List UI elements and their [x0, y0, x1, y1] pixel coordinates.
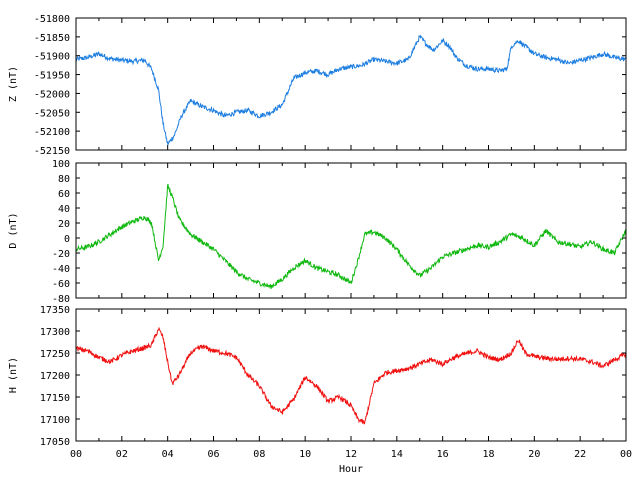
- x-tick-label: 02: [116, 449, 128, 460]
- y-tick-label: 17150: [40, 393, 70, 404]
- y-tick-label: 17300: [40, 327, 70, 338]
- x-tick-label: 22: [574, 449, 586, 460]
- series-line-h: [75, 326, 627, 425]
- y-tick-label: 80: [58, 174, 70, 185]
- y-tick-label: -52000: [34, 89, 70, 100]
- plot-frame: [75, 17, 627, 151]
- y-tick-label: -80: [52, 294, 70, 305]
- y-tick-label: 17200: [40, 371, 70, 382]
- panel-z: -51800 -51850 -51900 -51950 -52000 -52050 -521…: [8, 14, 627, 157]
- y-tick-label: -52050: [34, 108, 70, 119]
- y-tick-label: 17350: [40, 305, 70, 316]
- x-tick-label: 16: [437, 449, 449, 460]
- series-line-d: [75, 183, 627, 290]
- y-tick-label: -51900: [34, 52, 70, 63]
- x-tick-label: 08: [253, 449, 265, 460]
- plot-frame: [75, 162, 627, 299]
- y-tick-label: 0: [64, 234, 70, 245]
- chart-panels: -51800 -51850 -51900 -51950 -52000 -52050 -521…: [8, 14, 632, 475]
- x-tick-label: 20: [528, 449, 540, 460]
- y-tick-label: -52150: [34, 146, 70, 157]
- y-tick-label: 17250: [40, 349, 70, 360]
- y-tick-label: 17100: [40, 415, 70, 426]
- x-tick-label: 10: [299, 449, 311, 460]
- y-tick-label: 100: [52, 159, 70, 170]
- y-tick-label: 20: [58, 219, 70, 230]
- y-axis-label: H (nT): [8, 357, 19, 393]
- y-tick-label: 17050: [40, 437, 70, 448]
- x-tick-label: 18: [482, 449, 494, 460]
- x-tick-label: 14: [391, 449, 403, 460]
- y-axis-label: Z (nT): [8, 66, 19, 102]
- x-tick-label: 04: [162, 449, 174, 460]
- y-axis-label: D (nT): [8, 212, 19, 248]
- y-tick-label: -60: [52, 279, 70, 290]
- y-tick-label: -40: [52, 264, 70, 275]
- series-line-z: [75, 34, 627, 146]
- y-tick-label: -51800: [34, 14, 70, 25]
- x-tick-label: 12: [345, 449, 357, 460]
- x-tick-label: 06: [207, 449, 219, 460]
- y-tick-label: -20: [52, 249, 70, 260]
- x-axis-label: Hour: [339, 464, 363, 475]
- panel-d: 100 80 60 40 20 0 -20 -40 -60 -80 D (nT): [8, 159, 627, 305]
- y-tick-label: 40: [58, 204, 70, 215]
- x-tick-label: 00: [620, 449, 632, 460]
- panel-h: 17350 17300 17250 17200 17150 17100 17050 H (nT…: [8, 305, 632, 475]
- y-tick-label: -52100: [34, 127, 70, 138]
- y-tick-label: -51850: [34, 33, 70, 44]
- x-tick-label: 00: [70, 449, 82, 460]
- y-tick-label: -51950: [34, 71, 70, 82]
- y-tick-label: 60: [58, 189, 70, 200]
